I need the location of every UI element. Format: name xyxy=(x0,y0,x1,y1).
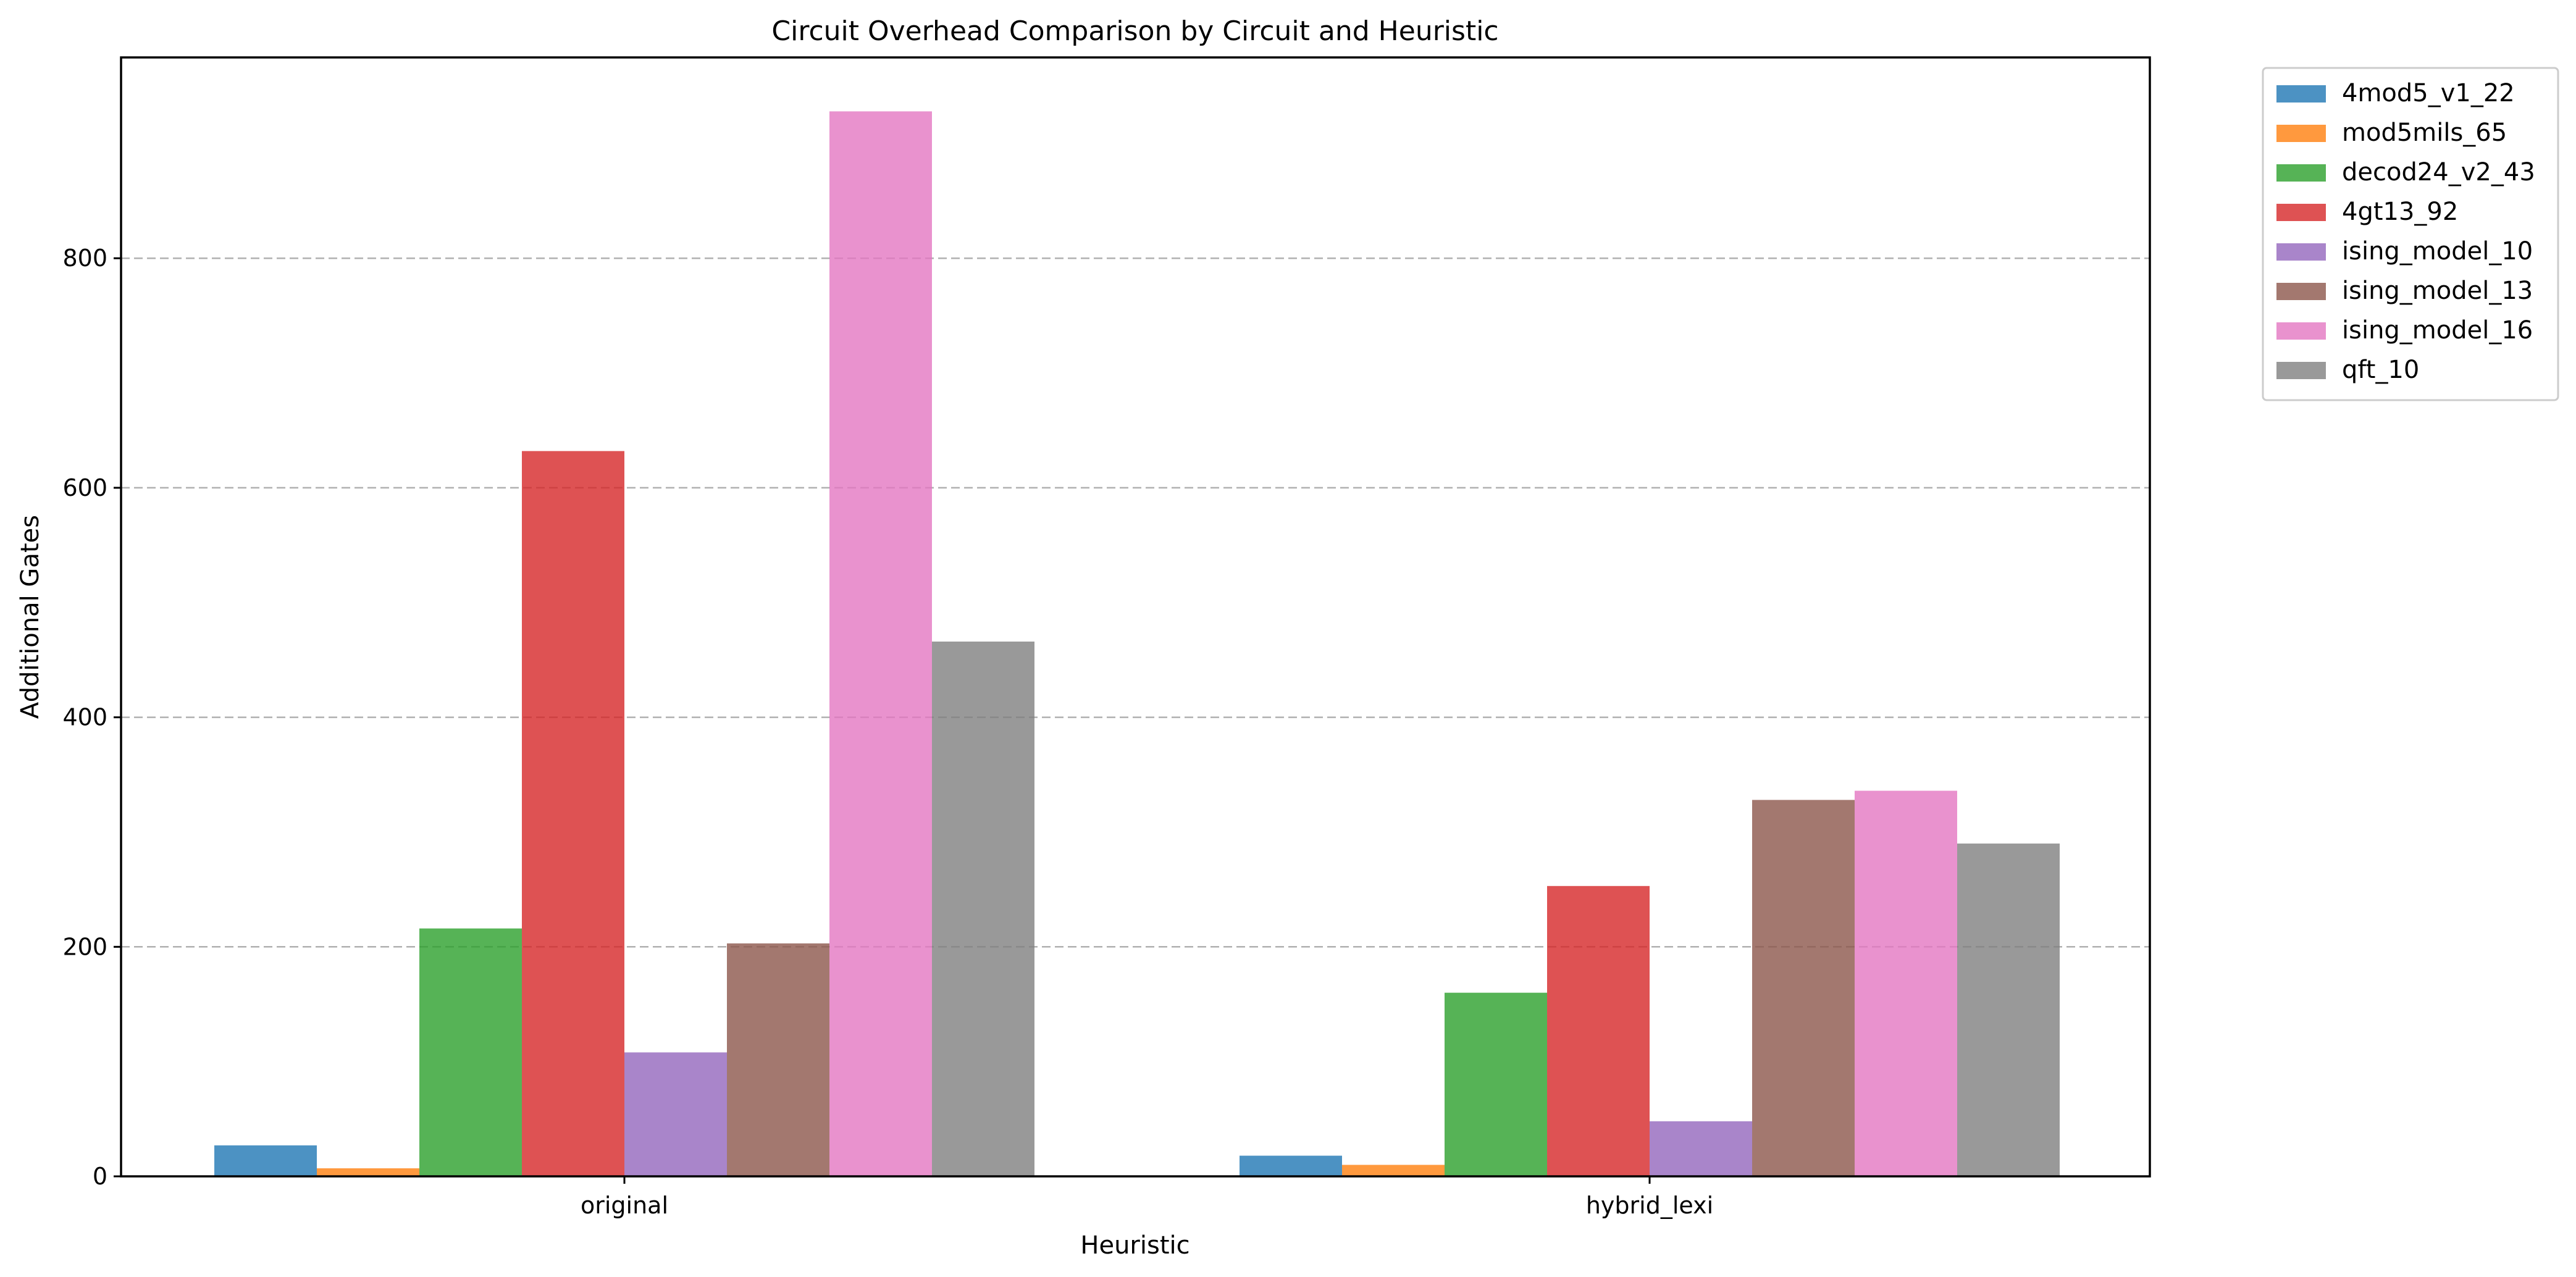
x-axis-ticks: original hybrid_lexi xyxy=(581,1176,1713,1219)
plot-frame xyxy=(120,56,2151,1178)
bar-4mod5_v1_22-original xyxy=(214,1145,317,1176)
legend-entry: 4mod5_v1_22 xyxy=(2342,79,2515,107)
y-tick-label: 200 xyxy=(62,933,107,960)
bar-qft_10-hybrid_lexi xyxy=(1957,844,2060,1176)
y-tick-label: 600 xyxy=(62,474,107,501)
bar-decod24_v2_43-original xyxy=(419,928,522,1176)
bar-ising_model_13-original xyxy=(727,943,829,1176)
legend-swatch xyxy=(2276,204,2326,221)
y-tick-label: 0 xyxy=(93,1163,107,1190)
y-axis-ticks: 0 200 400 600 800 xyxy=(62,245,121,1190)
bar-mod5mils_65-hybrid_lexi xyxy=(1342,1165,1445,1176)
x-tick-label: original xyxy=(581,1192,668,1219)
bar-ising_model_10-hybrid_lexi xyxy=(1650,1121,1752,1176)
legend-swatch xyxy=(2276,164,2326,182)
bar-4gt13_92-original xyxy=(522,451,624,1176)
y-axis-label: Additional Gates xyxy=(16,515,44,719)
bar-mod5mils_65-original xyxy=(317,1168,419,1176)
legend-entry: ising_model_10 xyxy=(2342,237,2533,266)
bar-4gt13_92-hybrid_lexi xyxy=(1547,886,1650,1176)
legend-entry: decod24_v2_43 xyxy=(2342,158,2535,186)
legend-swatch xyxy=(2276,243,2326,261)
y-tick-label: 400 xyxy=(62,704,107,731)
bar-ising_model_16-original xyxy=(829,111,932,1177)
legend-swatch xyxy=(2276,322,2326,340)
legend-entry: qft_10 xyxy=(2342,356,2419,384)
legend-entry: 4gt13_92 xyxy=(2342,198,2458,226)
bar-decod24_v2_43-hybrid_lexi xyxy=(1445,992,1547,1176)
y-tick-label: 800 xyxy=(62,245,107,272)
bar-4mod5_v1_22-hybrid_lexi xyxy=(1240,1155,1342,1176)
legend-swatch xyxy=(2276,85,2326,103)
legend-entry: ising_model_13 xyxy=(2342,277,2533,305)
legend-entry: mod5mils_65 xyxy=(2342,119,2507,147)
bar-qft_10-original xyxy=(932,641,1034,1176)
legend-swatch xyxy=(2276,283,2326,300)
x-tick-label: hybrid_lexi xyxy=(1586,1192,1713,1219)
legend-swatch xyxy=(2276,125,2326,142)
bar-ising_model_13-hybrid_lexi xyxy=(1752,800,1855,1176)
legend: 4mod5_v1_22 mod5mils_65 decod24_v2_43 4gt13… xyxy=(2262,67,2559,401)
bar-ising_model_16-hybrid_lexi xyxy=(1855,790,1957,1176)
bars xyxy=(214,111,2060,1177)
legend-swatch xyxy=(2276,362,2326,379)
legend-entry: ising_model_16 xyxy=(2342,316,2533,345)
chart-title: Circuit Overhead Comparison by Circuit a… xyxy=(771,15,1498,47)
x-axis-label: Heuristic xyxy=(1080,1231,1189,1260)
legend-frame xyxy=(2262,67,2559,401)
bar-ising_model_10-original xyxy=(624,1052,727,1176)
